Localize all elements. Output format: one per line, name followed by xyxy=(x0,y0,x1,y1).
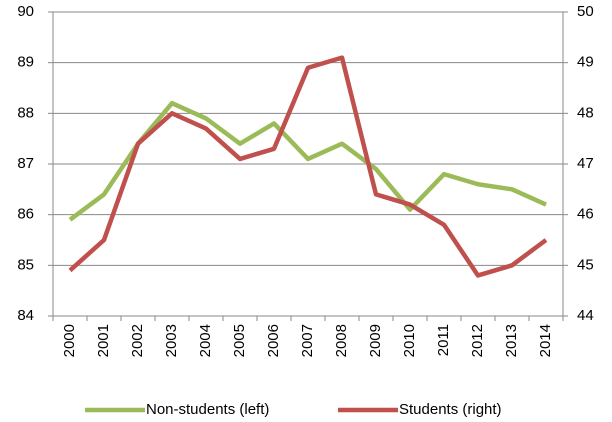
y2-tick-label: 49 xyxy=(577,54,594,71)
y2-tick-label: 44 xyxy=(577,307,594,324)
legend-label: Students (right) xyxy=(399,401,502,418)
series-line xyxy=(68,55,548,278)
x-tick-label: 2014 xyxy=(537,324,554,357)
x-tick-label: 2002 xyxy=(129,324,146,357)
x-tick-label: 2003 xyxy=(163,324,180,357)
x-tick-label: 2007 xyxy=(299,324,316,357)
x-tick-label: 2004 xyxy=(197,324,214,357)
x-tick-label: 2013 xyxy=(503,324,520,357)
y-tick-label: 89 xyxy=(17,54,34,71)
x-tick-label: 2012 xyxy=(469,324,486,357)
y-tick-label: 86 xyxy=(17,206,34,223)
y2-tick-label: 47 xyxy=(577,155,594,172)
series-line xyxy=(68,100,547,222)
legend-label: Non-students (left) xyxy=(146,401,269,418)
x-tick-label: 2008 xyxy=(333,324,350,357)
y2-tick-label: 48 xyxy=(577,104,594,121)
x-tick-label: 2001 xyxy=(95,324,112,357)
y-tick-label: 84 xyxy=(17,307,34,324)
x-tick-label: 2011 xyxy=(435,324,452,356)
y-tick-label: 87 xyxy=(17,155,34,172)
y2-tick-label: 46 xyxy=(577,206,594,223)
y2-tick-label: 50 xyxy=(577,3,594,20)
x-tick-label: 2010 xyxy=(401,324,418,357)
y-tick-label: 88 xyxy=(17,104,34,121)
x-tick-label: 2009 xyxy=(367,324,384,357)
x-tick-label: 2006 xyxy=(265,324,282,357)
x-tick-label: 2000 xyxy=(61,324,78,357)
x-tick-label: 2005 xyxy=(231,324,248,357)
y-tick-label: 90 xyxy=(17,3,34,20)
y-tick-label: 85 xyxy=(17,256,34,273)
y2-tick-label: 45 xyxy=(577,256,594,273)
